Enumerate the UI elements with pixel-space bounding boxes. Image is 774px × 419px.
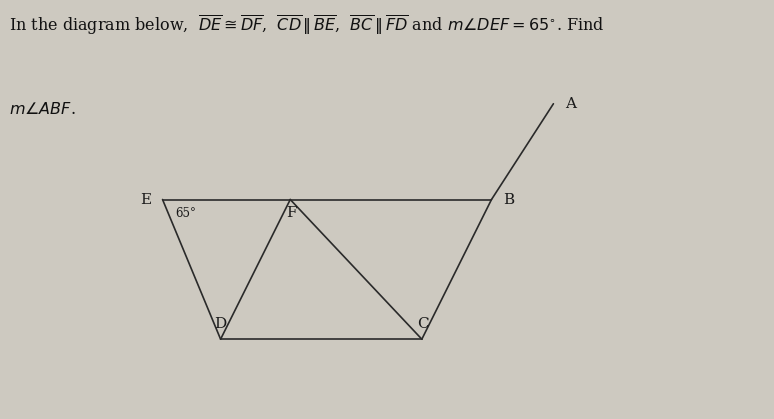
- Text: B: B: [503, 192, 514, 207]
- Text: In the diagram below,  $\overline{DE}\cong\overline{DF}$,  $\overline{CD}\,\|\,\: In the diagram below, $\overline{DE}\con…: [9, 13, 605, 36]
- Text: F: F: [286, 207, 297, 220]
- Text: D: D: [214, 317, 227, 331]
- Text: A: A: [565, 97, 576, 111]
- Text: C: C: [417, 317, 430, 331]
- Text: E: E: [140, 192, 151, 207]
- Text: $m\angle ABF$.: $m\angle ABF$.: [9, 101, 76, 118]
- Text: 65°: 65°: [175, 207, 196, 220]
